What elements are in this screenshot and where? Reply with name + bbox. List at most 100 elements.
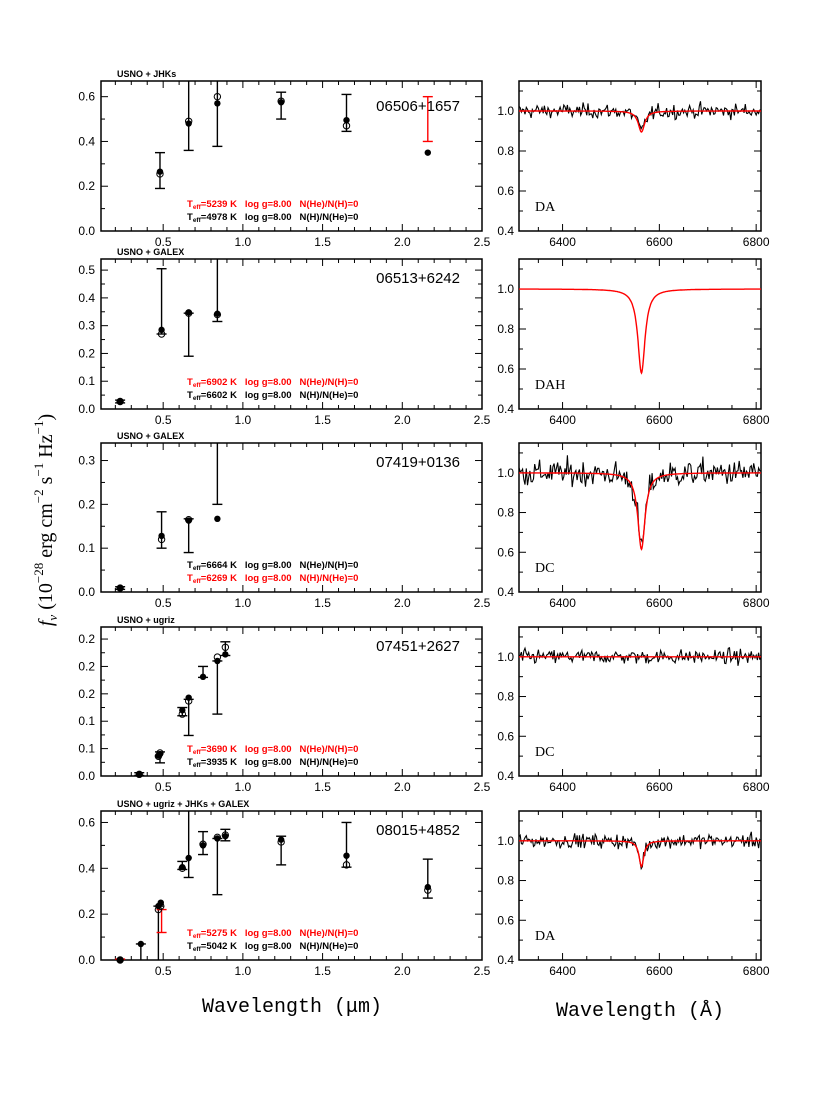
- teff-subscript: eff: [193, 578, 202, 585]
- error-bar: [183, 312, 194, 357]
- fit-values: =5239 K log g=8.00 N(He)/N(H)=0: [201, 199, 359, 210]
- x-tick-label: 6600: [646, 964, 673, 978]
- y-tick-label: 0.0: [78, 402, 95, 416]
- model-filled-point: [157, 899, 164, 906]
- x-tick-label: 2.5: [474, 596, 491, 610]
- object-name: 06513+6242: [376, 270, 460, 287]
- object-name: 07419+0136: [376, 454, 460, 471]
- y-tick-label: 0.3: [78, 454, 95, 468]
- fit-parameters: Teff=5042 K log g=8.00 N(H)/N(He)=0: [187, 941, 358, 953]
- model-filled-point: [185, 517, 192, 524]
- teff-symbol: T: [187, 199, 193, 210]
- model-filled-point: [277, 836, 285, 843]
- teff-symbol: T: [187, 390, 193, 401]
- model-filled-point: [424, 149, 431, 156]
- x-tick-label: 6600: [646, 413, 673, 427]
- spectral-type-label: DA: [535, 929, 556, 944]
- teff-symbol: T: [187, 941, 193, 952]
- y-axis-label: fν (10−28 erg cm−2 s−1 Hz−1): [31, 414, 60, 626]
- y-tick-label: 0.4: [78, 861, 95, 875]
- x-tick-label: 1.0: [235, 413, 252, 427]
- model-filled-point: [179, 863, 186, 871]
- model-filled-point: [214, 657, 221, 665]
- x-tick-label: 1.5: [314, 235, 331, 249]
- x-tick-label: 6800: [743, 413, 770, 427]
- sed-panel: 0.5 1.0 1.5 2.0 2.5 0.0 0.1 0.2 0.3 USNO + GALEX 0…: [78, 431, 490, 610]
- fit-values: =3690 K log g=8.00 N(He)/N(H)=0: [201, 744, 359, 755]
- x-tick-label: 1.5: [314, 780, 331, 794]
- error-bar: [183, 811, 194, 879]
- error-bar: [341, 93, 352, 133]
- fit-values: =6664 K log g=8.00 N(He)/N(H)=0: [201, 560, 359, 571]
- x-tick-label: 0.5: [155, 596, 172, 610]
- y-tick-label: 0.6: [497, 913, 514, 927]
- photometry-label: USNO + ugriz + JHKs + GALEX: [117, 799, 249, 809]
- x-tick-label: 6600: [646, 780, 673, 794]
- error-bar: [183, 81, 194, 152]
- teff-subscript: eff: [193, 946, 202, 953]
- sed-panel: 0.5 1.0 1.5 2.0 2.5 0.0 0.2 0.4 0.6 USNO + JHKs 06…: [78, 69, 490, 249]
- y-tick-label: 0.2: [78, 497, 95, 511]
- x-tick-label: 2.0: [394, 413, 411, 427]
- y-tick-label: 0.4: [497, 953, 514, 967]
- error-bar: [212, 81, 223, 148]
- y-label-part: Hz: [35, 434, 57, 462]
- model-open-point: [213, 92, 222, 101]
- plot-frame: [100, 442, 483, 593]
- x-tick-label: 2.0: [394, 596, 411, 610]
- teff-subscript: eff: [193, 204, 202, 211]
- x-tick-label: 1.5: [314, 596, 331, 610]
- model-filled-point: [343, 852, 350, 859]
- model-filled-point: [199, 673, 207, 681]
- x-tick-label: 6400: [549, 964, 576, 978]
- model-filled-point: [185, 854, 192, 862]
- x-tick-label: 6400: [549, 596, 576, 610]
- plot-frame: [100, 626, 483, 777]
- y-tick-label: 0.1: [78, 374, 95, 388]
- fit-parameters: Teff=3690 K log g=8.00 N(He)/N(H)=0: [187, 744, 358, 756]
- y-tick-label: 0.2: [78, 632, 95, 646]
- teff-subscript: eff: [193, 395, 202, 402]
- y-label-part: −1: [31, 421, 46, 435]
- fit-values: =4978 K log g=8.00 N(H)/N(He)=0: [201, 212, 359, 223]
- model-spectrum-line: [519, 840, 761, 868]
- teff-subscript: eff: [193, 382, 202, 389]
- model-filled-point: [158, 326, 165, 334]
- fit-parameters: Teff=6269 K log g=8.00 N(H)/N(He)=0: [187, 573, 358, 585]
- y-label-part: (10: [35, 583, 57, 615]
- spectrum-panel: 6400 6600 6800 0.4 0.6 0.8 1.0 DA: [497, 80, 770, 249]
- model-filled-point: [185, 694, 192, 701]
- teff-symbol: T: [187, 212, 193, 223]
- model-spectrum-line: [519, 288, 761, 375]
- y-tick-label: 0.2: [78, 907, 95, 921]
- teff-symbol: T: [187, 744, 193, 755]
- x-tick-label: 0.5: [155, 413, 172, 427]
- plot-frame: [100, 258, 483, 410]
- teff-subscript: eff: [193, 749, 202, 756]
- x-tick-label: 6600: [646, 596, 673, 610]
- fit-parameters: Teff=6602 K log g=8.00 N(H)/N(He)=0: [187, 390, 358, 402]
- x-tick-label: 2.5: [474, 964, 491, 978]
- error-bar: [212, 443, 223, 506]
- y-label-part: −2: [31, 489, 46, 503]
- y-tick-label: 0.0: [78, 953, 95, 967]
- y-tick-label: 0.6: [78, 90, 95, 104]
- y-tick-label: 1.0: [497, 282, 514, 296]
- model-filled-point: [116, 584, 124, 592]
- y-tick-label: 0.2: [78, 346, 95, 360]
- model-filled-point: [214, 100, 221, 107]
- y-tick-label: 0.2: [78, 687, 95, 701]
- sed-x-axis-label: Wavelength (μm): [202, 996, 382, 1019]
- fit-values: =3935 K log g=8.00 N(H)/N(He)=0: [201, 757, 359, 768]
- x-tick-label: 2.5: [474, 780, 491, 794]
- model-filled-point: [137, 940, 145, 948]
- model-filled-point: [277, 99, 285, 106]
- teff-symbol: T: [187, 928, 193, 939]
- y-tick-label: 0.6: [78, 815, 95, 829]
- x-tick-label: 1.5: [314, 964, 331, 978]
- y-tick-label: 0.8: [497, 690, 514, 704]
- model-filled-point: [116, 398, 124, 405]
- photometry-label: USNO + GALEX: [117, 247, 184, 257]
- error-bar: [212, 837, 223, 896]
- x-tick-label: 1.0: [235, 780, 252, 794]
